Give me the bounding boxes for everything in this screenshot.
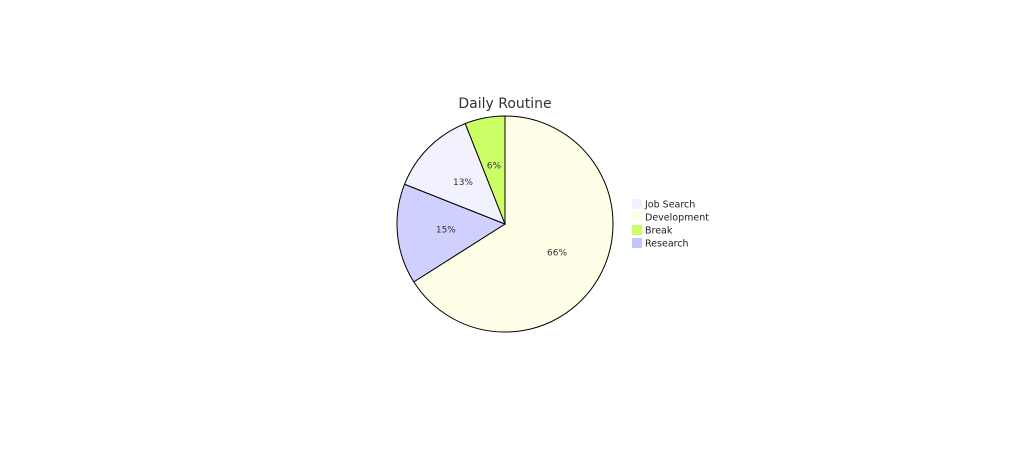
pie-slice-break [464, 115, 506, 225]
legend-swatch-development [632, 212, 642, 222]
pie-slice-labels: 66% 15% 13% 6% [436, 162, 568, 259]
legend-label-development: Development [645, 213, 709, 224]
slice-label-development: 66% [547, 249, 567, 259]
legend-swatch-job-search [632, 199, 642, 209]
pie-slices [396, 115, 614, 333]
pie-slice-development [413, 115, 614, 333]
chart-title: Daily Routine [458, 96, 551, 112]
slice-label-break: 6% [487, 162, 502, 172]
slice-label-research: 15% [436, 226, 456, 236]
chart-legend: Job Search Development Break Research [632, 199, 709, 250]
pie-slice-job-search [403, 122, 506, 225]
legend-swatch-break [632, 225, 642, 235]
legend-label-research: Research [645, 239, 689, 250]
slice-label-job-search: 13% [453, 178, 473, 188]
legend-label-break: Break [645, 226, 673, 237]
pie-slice-research [396, 183, 507, 283]
legend-label-job-search: Job Search [644, 200, 695, 211]
legend-swatch-research [632, 238, 642, 248]
